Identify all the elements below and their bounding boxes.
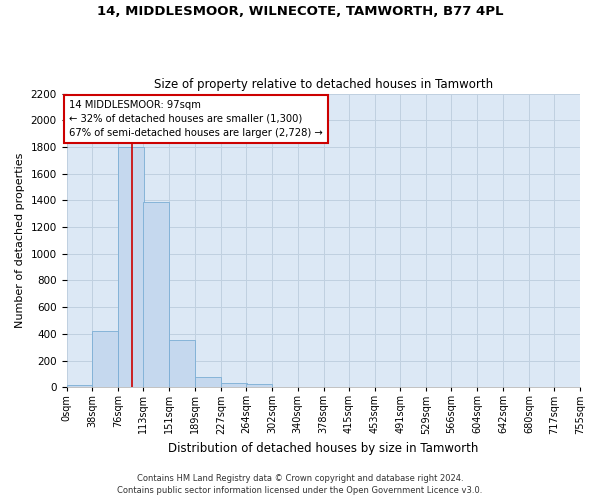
Bar [221,383,247,387]
Text: Contains HM Land Registry data © Crown copyright and database right 2024.
Contai: Contains HM Land Registry data © Crown c… [118,474,482,495]
Text: 14 MIDDLESMOOR: 97sqm
← 32% of detached houses are smaller (1,300)
67% of semi-d: 14 MIDDLESMOOR: 97sqm ← 32% of detached … [69,100,323,138]
Text: 14, MIDDLESMOOR, WILNECOTE, TAMWORTH, B77 4PL: 14, MIDDLESMOOR, WILNECOTE, TAMWORTH, B7… [97,5,503,18]
Bar [246,384,272,387]
Bar [195,376,221,387]
Bar [92,331,118,387]
Bar [118,147,144,387]
Y-axis label: Number of detached properties: Number of detached properties [15,152,25,328]
Bar [67,384,92,387]
Bar [169,340,195,387]
X-axis label: Distribution of detached houses by size in Tamworth: Distribution of detached houses by size … [168,442,478,455]
Title: Size of property relative to detached houses in Tamworth: Size of property relative to detached ho… [154,78,493,91]
Bar [143,202,169,387]
